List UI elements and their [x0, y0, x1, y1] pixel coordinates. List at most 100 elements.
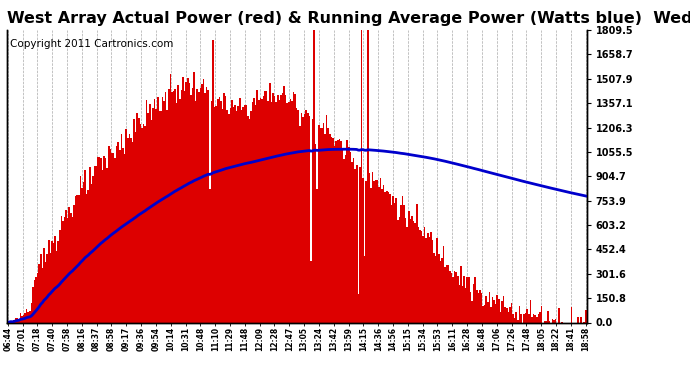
Bar [528, 314, 530, 322]
Bar [284, 86, 285, 322]
Bar [165, 92, 166, 322]
Bar [384, 192, 386, 322]
Bar [188, 83, 190, 322]
Bar [321, 128, 323, 322]
Bar [406, 227, 408, 322]
Bar [399, 217, 400, 322]
Bar [97, 157, 99, 322]
Bar [489, 292, 490, 322]
Bar [247, 116, 248, 322]
Bar [130, 138, 132, 322]
Bar [160, 111, 161, 322]
Bar [355, 169, 356, 322]
Bar [381, 189, 383, 322]
Bar [108, 146, 110, 322]
Bar [523, 314, 525, 322]
Bar [437, 238, 438, 322]
Bar [186, 82, 187, 322]
Bar [498, 299, 500, 322]
Bar [195, 101, 197, 322]
Bar [348, 147, 350, 322]
Bar [41, 268, 43, 322]
Bar [62, 221, 63, 322]
Bar [228, 114, 230, 322]
Bar [236, 111, 237, 322]
Bar [481, 292, 482, 322]
Bar [175, 88, 176, 322]
Bar [26, 309, 28, 322]
Bar [18, 319, 19, 322]
Bar [193, 72, 195, 322]
Bar [115, 158, 116, 322]
Bar [112, 153, 115, 322]
Bar [128, 135, 130, 322]
Bar [544, 321, 545, 322]
Bar [332, 138, 334, 322]
Bar [182, 77, 184, 322]
Bar [157, 97, 159, 322]
Bar [372, 172, 373, 322]
Bar [388, 192, 389, 322]
Bar [263, 96, 264, 322]
Bar [361, 15, 362, 322]
Bar [279, 100, 280, 322]
Bar [368, 173, 370, 322]
Bar [231, 100, 233, 322]
Bar [328, 128, 329, 322]
Bar [119, 150, 121, 322]
Bar [149, 104, 150, 322]
Bar [204, 93, 206, 322]
Bar [226, 110, 228, 322]
Bar [77, 195, 78, 322]
Bar [190, 95, 192, 322]
Bar [392, 196, 394, 322]
Bar [150, 120, 152, 322]
Bar [519, 306, 520, 322]
Bar [187, 78, 188, 322]
Bar [512, 314, 514, 322]
Bar [199, 88, 201, 322]
Bar [244, 105, 246, 322]
Bar [308, 116, 310, 322]
Bar [56, 251, 57, 322]
Bar [307, 112, 308, 322]
Bar [146, 100, 148, 322]
Bar [99, 157, 100, 322]
Bar [476, 290, 477, 322]
Bar [383, 185, 384, 322]
Bar [495, 304, 497, 322]
Bar [50, 254, 51, 322]
Bar [334, 146, 335, 322]
Bar [35, 277, 37, 322]
Bar [144, 126, 146, 322]
Bar [375, 180, 377, 322]
Bar [530, 300, 531, 322]
Bar [435, 256, 437, 322]
Bar [533, 315, 534, 322]
Bar [350, 152, 351, 322]
Bar [395, 198, 397, 322]
Bar [514, 318, 515, 322]
Bar [400, 205, 402, 322]
Bar [511, 303, 512, 322]
Bar [237, 106, 239, 322]
Bar [460, 266, 462, 322]
Bar [213, 40, 214, 322]
Bar [312, 119, 313, 322]
Bar [230, 108, 231, 322]
Bar [198, 92, 199, 322]
Text: Copyright 2011 Cartronics.com: Copyright 2011 Cartronics.com [10, 39, 173, 49]
Bar [257, 90, 258, 322]
Bar [293, 92, 295, 322]
Bar [432, 240, 433, 322]
Bar [255, 105, 257, 322]
Bar [203, 79, 204, 322]
Bar [329, 134, 331, 322]
Bar [417, 227, 419, 322]
Bar [92, 176, 94, 322]
Bar [378, 188, 380, 322]
Bar [179, 99, 181, 322]
Bar [170, 74, 171, 322]
Bar [81, 188, 83, 322]
Bar [549, 321, 550, 322]
